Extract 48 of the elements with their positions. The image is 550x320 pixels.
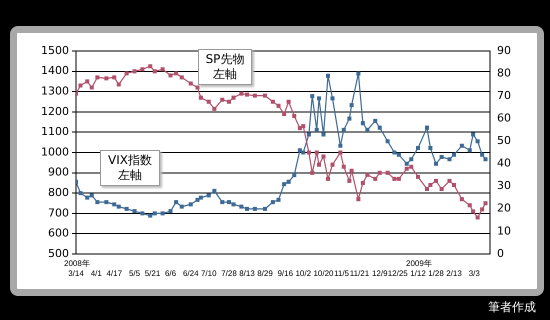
x-tick-label: 11/21 bbox=[350, 269, 370, 278]
x-tick-label: 1/28 bbox=[428, 269, 444, 278]
x-tick-label: 10/2 bbox=[295, 269, 312, 278]
y2-tick-label: 40 bbox=[497, 156, 511, 170]
annotation: VIX指数左軸 bbox=[100, 150, 160, 186]
x-tick-label: 5/5 bbox=[128, 269, 141, 278]
y-tick-label: 1100 bbox=[41, 125, 69, 138]
y2-tick-label: 20 bbox=[497, 202, 511, 215]
y2-tick-label: 90 bbox=[497, 44, 511, 57]
y-tick-label: 900 bbox=[48, 166, 69, 179]
annotation: SP先物左軸 bbox=[198, 49, 252, 85]
y-tick-label: 1400 bbox=[41, 64, 69, 78]
y2-tick-label: 0 bbox=[497, 246, 504, 260]
x-tick-label: 4/17 bbox=[106, 269, 123, 278]
x-tick-label: 7/28 bbox=[221, 269, 238, 278]
y-tick-label: 1000 bbox=[41, 145, 69, 158]
x-tick-label: 5/21 bbox=[144, 269, 161, 278]
y2-tick-label: 80 bbox=[497, 66, 511, 80]
y-tick-label: 600 bbox=[48, 226, 69, 240]
x-tick-label: 12/25 bbox=[388, 269, 408, 278]
y2-tick-label: 60 bbox=[497, 112, 511, 125]
x-tick-label: 3/3 bbox=[468, 269, 480, 278]
x-tick-label: 11/5 bbox=[334, 269, 350, 278]
y2-tick-label: 70 bbox=[497, 88, 511, 102]
x-tick-label: 10/20 bbox=[313, 269, 334, 278]
y2-tick-label: 10 bbox=[497, 224, 511, 238]
y2-tick-label: 50 bbox=[497, 134, 511, 148]
y-tick-label: 500 bbox=[48, 246, 69, 260]
x-tick-label: 3/14 bbox=[68, 269, 84, 278]
y-tick-label: 1500 bbox=[41, 44, 69, 57]
x-tick-label: 2/13 bbox=[446, 269, 462, 278]
x-tick-label: 12/9 bbox=[372, 269, 388, 278]
x-tick-label: 8/29 bbox=[257, 269, 274, 278]
x-tick-label: 1/12 bbox=[410, 269, 426, 278]
x-tick-label: 4/1 bbox=[90, 269, 102, 278]
y-tick-label: 800 bbox=[48, 186, 69, 199]
y-tick-label: 1200 bbox=[41, 104, 69, 118]
text: 筆者作成 bbox=[488, 300, 536, 315]
x-tick-label: 6/6 bbox=[164, 269, 177, 278]
y2-tick-label: 30 bbox=[497, 179, 511, 192]
x-tick-label: 6/24 bbox=[182, 269, 200, 278]
y-tick-label: 1300 bbox=[41, 84, 69, 98]
x-tick-label: 8/13 bbox=[239, 269, 256, 278]
x-tick-label: 7/10 bbox=[200, 269, 218, 278]
text: 2008年 bbox=[64, 258, 90, 270]
text: 2009年 bbox=[406, 258, 432, 270]
y-tick-label: 700 bbox=[48, 206, 69, 220]
x-tick-label: 9/16 bbox=[277, 269, 294, 278]
